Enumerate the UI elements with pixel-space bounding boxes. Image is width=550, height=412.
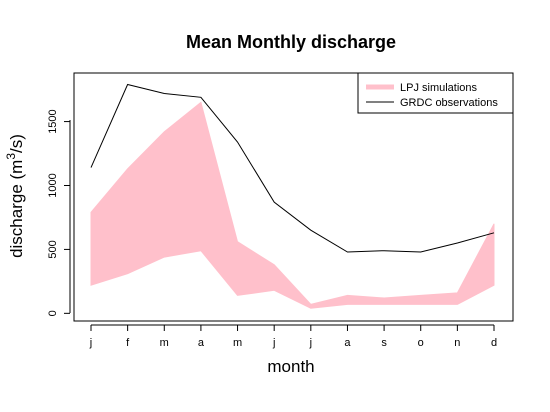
y-axis-label: discharge (m3/s) <box>4 134 26 258</box>
y-tick-label: 500 <box>47 240 59 258</box>
y-tick-label: 0 <box>47 310 59 316</box>
legend-label-lpj: LPJ simulations <box>400 82 478 94</box>
y-axis: 0 500 1000 1500 <box>47 109 70 316</box>
legend-label-grdc: GRDC observations <box>400 97 498 109</box>
x-tick-label: m <box>233 337 242 349</box>
y-tick-label: 1500 <box>47 109 59 133</box>
x-tick-label: j <box>272 337 275 349</box>
chart-title: Mean Monthly discharge <box>186 32 396 52</box>
x-tick-label: f <box>126 337 130 349</box>
x-axis-label: month <box>267 357 314 376</box>
y-axis-label-superscript: 3 <box>4 153 18 160</box>
x-tick-label: a <box>198 337 205 349</box>
x-tick-label: s <box>381 337 387 349</box>
plot-frame <box>73 72 514 322</box>
y-axis-label-tail: /s) <box>7 134 26 153</box>
legend-box <box>357 72 514 114</box>
y-axis-label-main: discharge (m <box>7 160 26 258</box>
x-tick-label: d <box>491 337 497 349</box>
legend: LPJ simulations GRDC observations <box>357 72 514 114</box>
x-tick-label: m <box>160 337 169 349</box>
y-tick-label: 1000 <box>47 173 59 197</box>
plot-area <box>90 83 495 309</box>
x-tick-label: n <box>454 337 460 349</box>
lpj-simulation-band <box>90 101 495 309</box>
x-tick-label: j <box>89 337 92 349</box>
x-tick-label: o <box>418 337 424 349</box>
grdc-observation-line <box>90 83 495 253</box>
x-tick-label: j <box>309 337 312 349</box>
x-tick-label: a <box>344 337 351 349</box>
